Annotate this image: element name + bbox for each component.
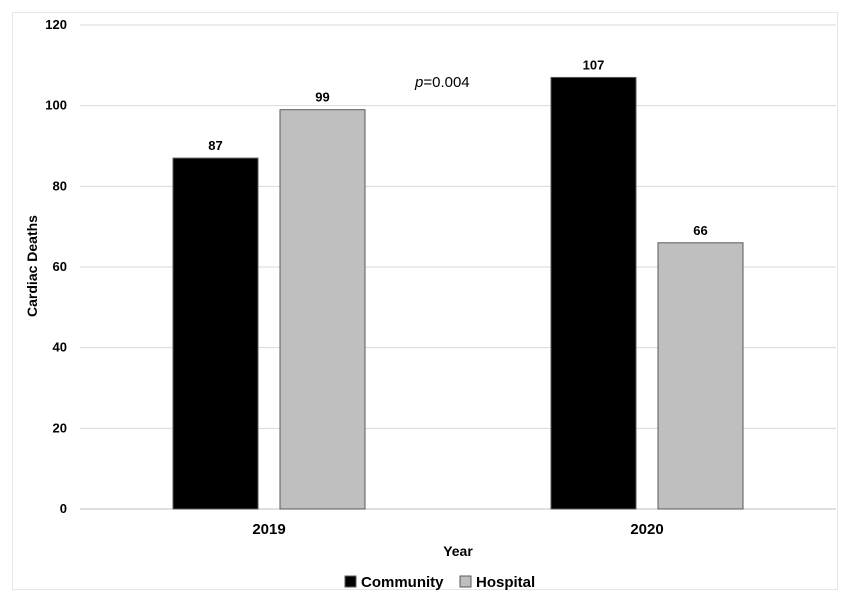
x-tick-label-2019: 2019	[252, 521, 285, 538]
data-label-community-2020: 107	[583, 57, 605, 72]
y-tick-label-0: 0	[60, 501, 67, 516]
y-tick-label-60: 60	[53, 259, 67, 274]
p-value-annotation: p=0.004	[414, 74, 470, 91]
y-tick-label-40: 40	[53, 340, 67, 355]
y-tick-label-20: 20	[53, 420, 67, 435]
legend-swatch-hospital	[459, 575, 472, 588]
x-tick-label-2020: 2020	[630, 521, 663, 538]
legend-swatch-community	[344, 575, 357, 588]
data-label-hospital-2020: 66	[693, 223, 707, 238]
y-axis-title: Cardiac Deaths	[24, 215, 40, 317]
x-tick-labels: 2019 2020	[252, 521, 663, 538]
bar-community-2019	[172, 157, 259, 510]
p-symbol: p	[414, 74, 423, 91]
data-label-hospital-2019: 99	[315, 90, 329, 105]
y-tick-labels: 0 20 40 60 80 100 120	[45, 17, 67, 516]
bar-hospital-2019	[279, 109, 366, 510]
chart-frame	[12, 12, 838, 590]
y-tick-label-80: 80	[53, 178, 67, 193]
p-value: =0.004	[423, 74, 469, 91]
legend: Community Hospital	[344, 574, 535, 591]
data-label-community-2019: 87	[208, 138, 222, 153]
data-labels: 87 99 107 66	[208, 57, 707, 237]
x-axis-title: Year	[443, 543, 473, 559]
legend-label-community: Community	[361, 574, 444, 591]
legend-label-hospital: Hospital	[476, 574, 535, 591]
bars	[172, 76, 744, 510]
bar-hospital-2020	[657, 242, 744, 510]
y-tick-label-100: 100	[45, 98, 67, 113]
y-tick-label-120: 120	[45, 17, 67, 32]
bar-community-2020	[550, 76, 637, 510]
